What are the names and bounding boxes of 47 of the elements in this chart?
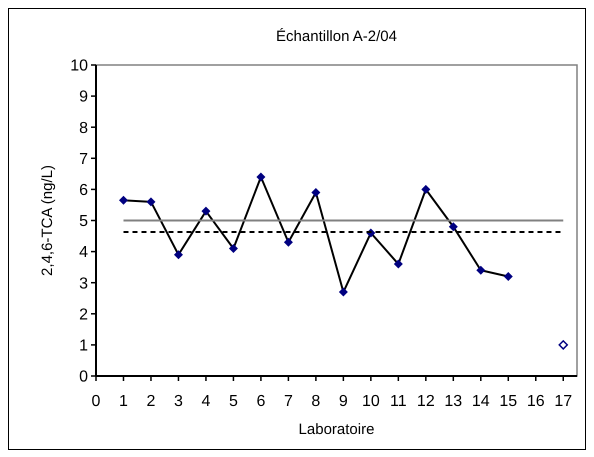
x-tick-label: 14 [472, 393, 490, 410]
x-tick-label: 8 [311, 393, 320, 410]
point [201, 206, 210, 216]
point [311, 188, 320, 198]
x-tick-label: 4 [201, 393, 210, 410]
y-tick-label: 7 [79, 150, 88, 168]
point [338, 288, 348, 297]
y-tick-label: 3 [79, 275, 88, 292]
x-tick-label: 3 [174, 393, 184, 410]
y-tick-label: 5 [79, 213, 88, 230]
x-axis-title: Laboratoire [298, 421, 374, 438]
y-tick-label: 2 [79, 306, 88, 324]
point [284, 238, 293, 247]
y-tick-label: 10 [70, 58, 88, 75]
x-tick-label: 11 [390, 393, 407, 410]
x-tick-label: 17 [554, 393, 572, 410]
x-tick-label: 12 [416, 393, 435, 410]
point [476, 266, 486, 275]
point [558, 340, 568, 350]
x-tick-label: 10 [362, 393, 380, 410]
y-tick-label: 4 [79, 244, 88, 262]
y-tick-label: 6 [79, 182, 88, 199]
x-tick-label: 6 [256, 393, 266, 410]
y-tick-label: 0 [79, 368, 88, 386]
x-tick-label: 0 [92, 393, 101, 410]
y-axis-title: 2,4,6-TCA (ng/L) [39, 165, 56, 276]
point [504, 272, 513, 281]
x-tick-label: 5 [228, 393, 238, 410]
x-tick-label: 1 [119, 393, 128, 410]
y-tick-label: 9 [79, 88, 88, 106]
point [146, 197, 156, 206]
x-tick-label: 15 [499, 393, 518, 410]
point [394, 260, 403, 269]
chart-title: Échantillon A-2/04 [276, 27, 397, 45]
point [174, 250, 183, 260]
x-tick-label: 9 [338, 393, 348, 410]
point [421, 184, 430, 194]
point [228, 244, 238, 253]
x-tick-label: 2 [146, 393, 156, 410]
y-tick-label: 1 [79, 338, 88, 354]
x-tick-label: 16 [526, 393, 545, 410]
x-tick-label: 13 [444, 393, 462, 410]
point [448, 222, 458, 232]
y-tick-label: 8 [79, 120, 88, 137]
x-tick-label: 7 [284, 393, 293, 410]
point [256, 172, 266, 182]
point [118, 196, 128, 205]
